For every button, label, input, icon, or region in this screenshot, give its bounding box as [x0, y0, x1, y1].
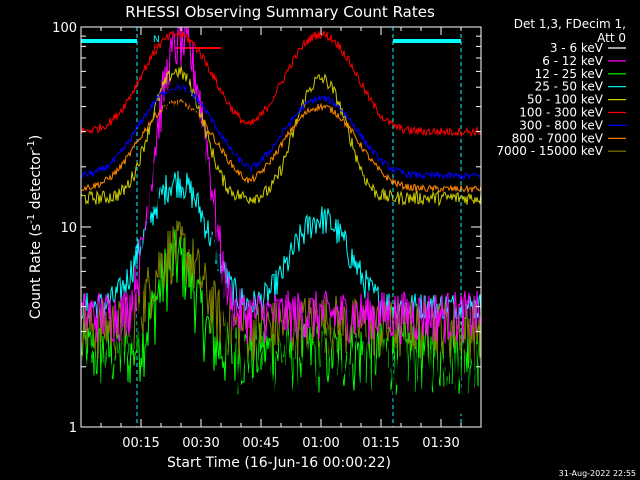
series-line-100to300keV [80, 30, 482, 138]
legend-label: 6 - 12 keV [542, 54, 604, 68]
y-tick-label: 1 [69, 421, 77, 436]
x-tick-label: 01:00 [302, 436, 339, 451]
x-axis: 00:15 00:30 00:45 01:00 01:15 01:30 [100, 27, 462, 451]
legend-label: 800 - 7000 keV [512, 131, 604, 145]
legend-label: 12 - 25 keV [535, 67, 604, 81]
plot-area: NF [80, 26, 482, 427]
y-axis: 1 10 100 [52, 21, 481, 436]
series-line-300to800keV [80, 82, 482, 181]
x-tick-label: 01:15 [362, 436, 399, 451]
timestamp: 31-Aug-2022 22:55 [559, 469, 636, 478]
x-tick-label: 01:30 [422, 436, 459, 451]
series-line-3to6keV [80, 74, 482, 420]
y-tick-label: 100 [52, 21, 77, 36]
y-tick-label: 10 [60, 221, 77, 236]
legend-label: 25 - 50 keV [535, 80, 604, 94]
legend-header-line-2: Att 0 [597, 31, 626, 45]
x-tick-label: 00:45 [242, 436, 279, 451]
legend-label: 7000 - 15000 keV [496, 144, 603, 158]
night-flag-label: N [153, 35, 160, 45]
y-axis-label: Count Rate (s-1 detector-1) [26, 135, 44, 319]
chart-title: RHESSI Observing Summary Count Rates [125, 3, 435, 21]
legend-label: 300 - 800 keV [519, 118, 603, 132]
flare-flag-label: F [153, 44, 158, 54]
legend-label: 100 - 300 keV [519, 106, 603, 120]
legend-header-line-1: Det 1,3, FDecim 1, [514, 17, 626, 31]
x-axis-label: Start Time (16-Jun-16 00:00:22) [167, 455, 391, 471]
series-line-50to100keV [80, 66, 482, 207]
x-tick-label: 00:15 [122, 436, 159, 451]
legend-label: 3 - 6 keV [550, 41, 604, 55]
x-tick-label: 00:30 [182, 436, 219, 451]
series-line-800to7000keV [80, 98, 482, 194]
legend-label: 50 - 100 keV [527, 93, 604, 107]
